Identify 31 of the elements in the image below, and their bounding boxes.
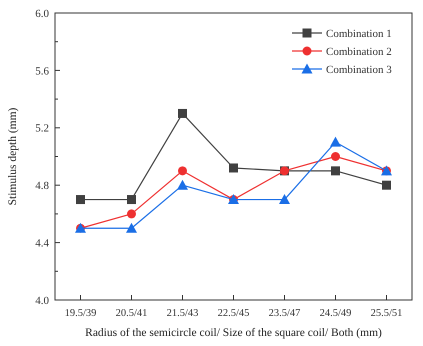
- x-tick-label: 21.5/43: [166, 308, 198, 319]
- legend-label: Combination 3: [326, 64, 392, 76]
- point: [126, 222, 137, 233]
- y-tick-label: 4.4: [35, 237, 50, 250]
- legend-label: Combination 1: [326, 28, 392, 40]
- point: [178, 108, 187, 118]
- point: [178, 166, 187, 176]
- point: [331, 152, 340, 161]
- legend-label: Combination 2: [326, 46, 392, 58]
- x-tick-label: 20.5/41: [116, 308, 148, 319]
- point: [76, 195, 85, 204]
- point: [177, 180, 188, 190]
- point: [331, 166, 340, 176]
- point: [229, 163, 238, 172]
- y-tick-label: 4.0: [35, 294, 50, 307]
- x-tick-label: 23.5/47: [268, 308, 300, 319]
- point: [330, 136, 341, 147]
- x-tick-label: 24.5/49: [320, 308, 352, 319]
- y-tick-label: 6.0: [35, 8, 50, 20]
- x-tick-label: 25.5/51: [370, 308, 402, 319]
- x-axis-title: Radius of the semicircle coil/ Size of the square coil/ Both (mm): [85, 327, 382, 339]
- y-tick-label: 4.8: [35, 180, 50, 192]
- point: [127, 195, 136, 204]
- y-tick-label: 5.6: [35, 65, 50, 78]
- y-tick-label: 5.2: [35, 122, 49, 135]
- x-tick-label: 22.5/45: [218, 308, 250, 319]
- point: [279, 194, 290, 204]
- x-tick-label: 19.5/39: [64, 308, 96, 319]
- y-axis-title: Stimulus depth (mm): [7, 107, 19, 206]
- point: [127, 209, 136, 218]
- point: [382, 180, 391, 190]
